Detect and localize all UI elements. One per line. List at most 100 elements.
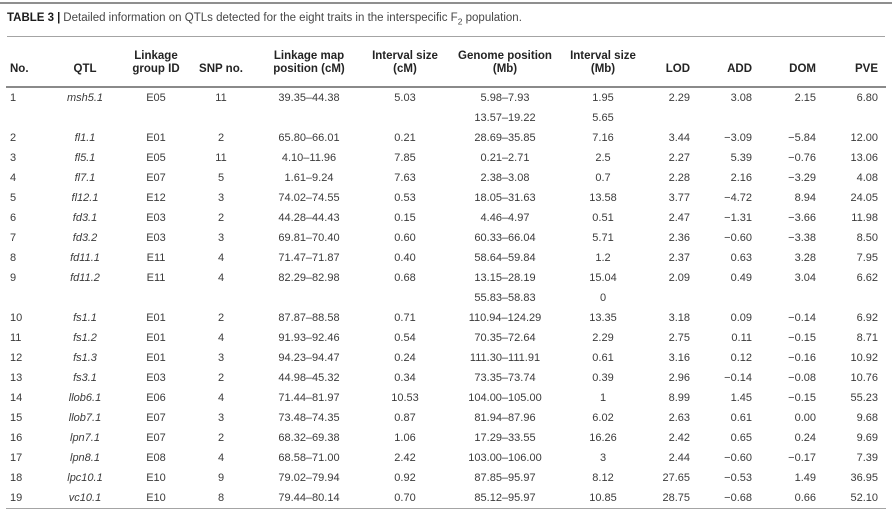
cell-pve: 24.05 [850,192,878,205]
cell-pve: 11.98 [851,212,878,225]
column-header-interval-size-cm: Interval size (cM) [364,37,446,89]
cell-dom: 0.24 [794,432,816,445]
cell-interval-size-cm: 0.92 [394,472,416,485]
cell-pve: 9.69 [856,432,878,445]
cell-lod: 3.44 [668,132,690,145]
cell-add: 0.09 [730,312,752,325]
table-row: 16 lpn7.1 E07 2 68.32–69.38 1.06 17.29–33.55 16… [6,428,886,448]
cell-qtl: fd11.2 [70,272,100,285]
table-row: 13.57–19.22 5.65 [6,108,886,128]
cell-add: 3.08 [730,92,752,105]
cell-linkage-group-id: E11 [146,252,166,265]
cell-interval-size-cm: 0.70 [394,492,416,505]
cell-pve: 12.00 [850,132,878,145]
cell-linkage-group-id: E01 [146,332,166,345]
cell-genome-position: 28.69–35.85 [474,132,536,145]
cell-no: 4 [10,172,17,185]
cell-lod: 2.96 [668,372,690,385]
cell-snp-no: 11 [215,152,227,165]
cell-interval-size-mb: 0.51 [592,212,614,225]
cell-lod: 2.75 [668,332,690,345]
qtl-table: No. QTL Linkage group ID SNP no. Linkage map… [6,37,886,509]
cell-add: −0.60 [724,232,752,245]
cell-dom: 3.28 [794,252,816,265]
cell-genome-position: 73.35–73.74 [474,372,536,385]
cell-snp-no [188,288,254,308]
cell-linkage-group-id [124,108,188,128]
cell-interval-size-cm: 0.68 [394,272,416,285]
cell-dom: −0.15 [788,332,816,345]
cell-genome-position: 81.94–87.96 [474,412,536,425]
cell-linkage-group-id: E10 [146,472,166,485]
cell-qtl: fs1.3 [73,352,97,365]
cell-dom [762,108,826,128]
table-row: 14 llob6.1 E06 4 71.44–81.97 10.53 104.00–105.… [6,388,886,408]
cell-snp-no: 3 [217,192,225,205]
cell-linkage-group-id: E08 [146,452,166,465]
cell-dom: 1.49 [794,472,816,485]
cell-dom: 3.04 [794,272,816,285]
cell-linkage-map-position: 82.29–82.98 [278,272,340,285]
cell-interval-size-mb: 15.04 [589,272,617,285]
cell-qtl: fs1.1 [73,312,97,325]
cell-interval-size-mb: 13.35 [589,312,617,325]
cell-interval-size-cm: 2.42 [394,452,416,465]
cell-snp-no: 2 [217,372,225,385]
cell-pve: 10.92 [850,352,878,365]
cell-interval-size-cm: 0.54 [394,332,416,345]
cell-dom: −0.14 [788,312,816,325]
table-row: 3 fl5.1 E05 11 4.10–11.96 7.85 0.21–2.71 2.5 2.2… [6,148,886,168]
column-header-snp-no: SNP no. [188,37,254,89]
cell-qtl: lpc10.1 [67,472,103,485]
cell-dom [762,288,826,308]
cell-lod: 2.44 [668,452,690,465]
table-row: 11 fs1.2 E01 4 91.93–92.46 0.54 70.35–72.64 2.2… [6,328,886,348]
cell-genome-position: 60.33–66.04 [474,232,536,245]
column-header-dom: DOM [762,37,826,89]
cell-no [6,108,46,128]
cell-pve [826,288,886,308]
cell-interval-size-mb: 2.29 [592,332,614,345]
cell-add: 0.11 [731,332,752,345]
cell-interval-size-mb: 0 [599,292,607,305]
cell-no: 18 [10,472,23,485]
cell-dom: −0.17 [788,452,816,465]
cell-interval-size-mb: 1 [599,392,607,405]
column-header-qtl: QTL [46,37,124,89]
cell-lod: 2.28 [668,172,690,185]
cell-pve: 6.80 [856,92,878,105]
cell-pve: 7.95 [856,252,878,265]
column-header-linkage-group-id: Linkage group ID [124,37,188,89]
cell-linkage-group-id: E07 [146,412,166,425]
cell-no: 10 [10,312,23,325]
cell-linkage-map-position: 68.32–69.38 [278,432,340,445]
cell-lod [642,108,700,128]
caption-text-after-sub: population. [462,12,522,24]
cell-add: 0.65 [730,432,752,445]
cell-snp-no: 5 [217,172,225,185]
cell-snp-no: 8 [217,492,225,505]
cell-pve: 36.95 [850,472,878,485]
cell-dom: −0.15 [788,392,816,405]
cell-interval-size-mb: 16.26 [589,432,617,445]
cell-linkage-map-position: 69.81–70.40 [278,232,340,245]
cell-no: 9 [10,272,17,285]
cell-qtl: fs3.1 [73,372,97,385]
cell-linkage-group-id: E03 [146,212,166,225]
cell-linkage-map-position: 71.44–81.97 [278,392,340,405]
table-row: 6 fd3.1 E03 2 44.28–44.43 0.15 4.46–4.97 0.51 2.… [6,208,886,228]
cell-no: 12 [10,352,23,365]
top-rule [0,2,892,4]
cell-lod: 2.36 [668,232,690,245]
cell-no: 2 [10,132,17,145]
cell-genome-position: 103.00–106.00 [468,452,542,465]
cell-no: 1 [10,92,17,105]
cell-lod [642,288,700,308]
table-row: 13 fs3.1 E03 2 44.98–45.32 0.34 73.35–73.74 0.3… [6,368,886,388]
table-row: 1 msh5.1 E05 11 39.35–44.38 5.03 5.98–7.93 1.95… [6,87,886,108]
cell-snp-no: 11 [215,92,227,105]
cell-no: 11 [10,332,22,345]
cell-linkage-map-position: 74.02–74.55 [278,192,340,205]
cell-lod: 2.27 [668,152,690,165]
